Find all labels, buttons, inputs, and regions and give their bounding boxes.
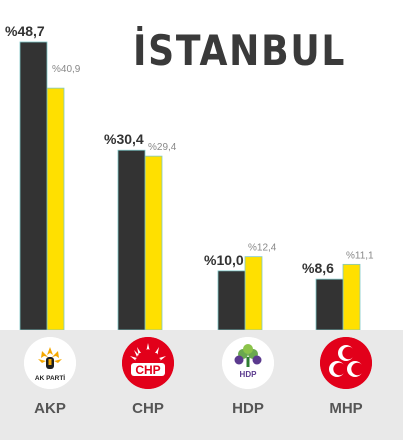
bar-chp-series-1 [117, 149, 146, 331]
data-label-chp-series-2: %29,4 [148, 142, 177, 153]
bar-akp-series-2 [46, 87, 65, 331]
data-label-akp-series-1: %48,7 [5, 23, 45, 39]
bar-hdp-series-2 [244, 256, 263, 331]
data-label-chp-series-1: %30,4 [104, 131, 144, 147]
svg-text:AK PARTİ: AK PARTİ [35, 374, 65, 382]
chp-logo-icon: CHP [122, 337, 174, 389]
data-label-hdp-series-2: %12,4 [248, 243, 277, 254]
party-label-hdp: HDP [232, 400, 264, 417]
bar-akp-series-1 [19, 41, 48, 331]
bar-mhp-series-2 [342, 263, 361, 331]
party-label-chp: CHP [132, 400, 164, 417]
bar-mhp-series-1 [315, 278, 344, 331]
data-label-hdp-series-1: %10,0 [204, 252, 244, 268]
chart-title: İSTANBUL [133, 26, 347, 75]
party-label-akp: AKP [34, 400, 66, 417]
hdp-logo-icon: HDP [222, 337, 274, 389]
data-label-akp-series-2: %40,9 [52, 64, 81, 75]
data-label-mhp-series-2: %11,1 [346, 250, 374, 261]
svg-text:CHP: CHP [135, 363, 160, 377]
bar-chp-series-2 [144, 155, 163, 331]
data-label-mhp-series-1: %8,6 [302, 260, 334, 276]
mhp-logo-icon [320, 337, 372, 389]
akp-logo-icon: AK PARTİ [24, 337, 76, 389]
svg-text:HDP: HDP [240, 370, 258, 379]
party-label-mhp: MHP [329, 400, 363, 417]
bar-hdp-series-1 [217, 270, 246, 331]
